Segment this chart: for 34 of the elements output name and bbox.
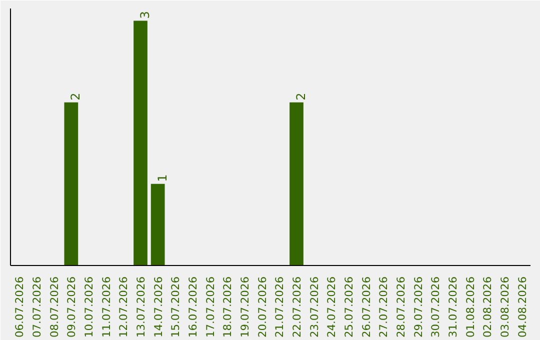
x-tick-label: 12.07.2026 <box>117 276 130 338</box>
x-tick-label: 03.08.2026 <box>498 276 512 338</box>
x-tick-label: 10.07.2026 <box>82 276 96 338</box>
x-tick-label: 17.07.2026 <box>204 276 217 338</box>
x-tick-label: 02.08.2026 <box>481 276 494 338</box>
x-tick-label: 01.08.2026 <box>464 276 477 338</box>
x-tick-label: 14.07.2026 <box>152 276 165 338</box>
x-tick-label: 11.07.2026 <box>100 276 113 338</box>
data-label: 2 <box>294 92 308 100</box>
x-tick-label: 16.07.2026 <box>186 276 200 338</box>
x-tick-label: 21.07.2026 <box>273 276 286 338</box>
x-tick-label: 22.07.2026 <box>290 276 304 338</box>
x-tick-label: 29.07.2026 <box>412 276 425 338</box>
x-tick-label: 19.07.2026 <box>238 276 252 338</box>
x-tick-label: 09.07.2026 <box>65 276 78 338</box>
x-tick-label: 06.07.2026 <box>13 276 26 338</box>
x-tick-label: 13.07.2026 <box>134 276 148 338</box>
x-tick-label: 26.07.2026 <box>360 276 373 338</box>
x-tick-label: 30.07.2026 <box>429 276 442 338</box>
x-tick-label: 18.07.2026 <box>221 276 234 338</box>
x-tick-label: 07.07.2026 <box>30 276 44 338</box>
x-tick-label: 24.07.2026 <box>325 276 338 338</box>
x-tick-label: 15.07.2026 <box>169 276 182 338</box>
data-label: 2 <box>68 92 83 100</box>
x-tick-label: 08.07.2026 <box>48 276 61 338</box>
x-tick-label: 20.07.2026 <box>256 276 269 338</box>
x-tick-label: 23.07.2026 <box>308 276 321 338</box>
x-tick-label: 25.07.2026 <box>342 276 356 338</box>
data-label: 1 <box>155 174 170 182</box>
data-label: 3 <box>138 11 152 19</box>
x-tick-label: 04.08.2026 <box>516 276 529 338</box>
x-tick-label: 31.07.2026 <box>446 276 460 338</box>
x-tick-label: 27.07.2026 <box>377 276 390 338</box>
x-tick-label: 28.07.2026 <box>394 276 408 338</box>
